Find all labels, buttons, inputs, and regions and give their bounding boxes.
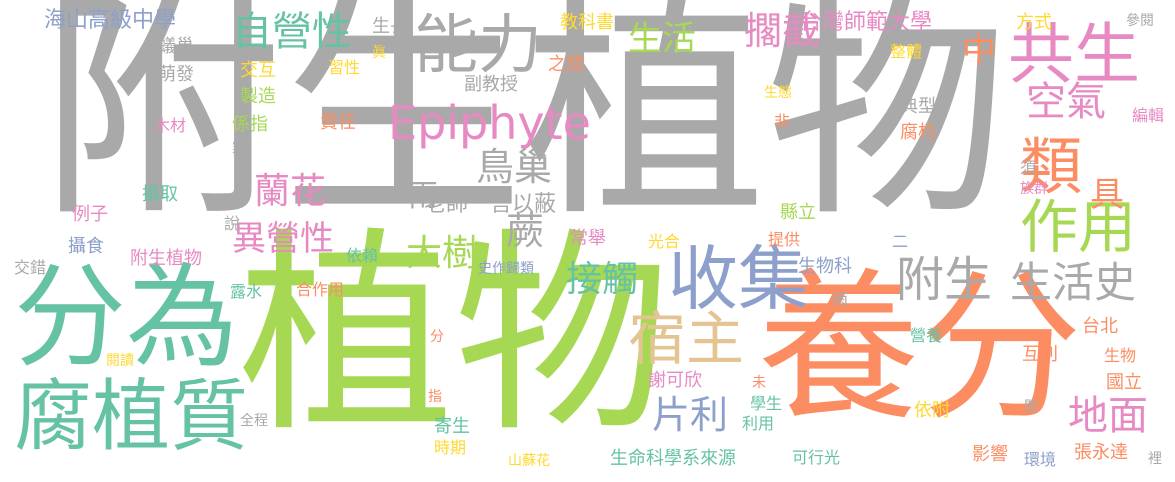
word-big-tree: 大樹	[406, 233, 479, 274]
word-habit: 習性	[328, 58, 361, 77]
word-whole-process: 全程	[240, 413, 268, 429]
word-part: 分	[430, 329, 444, 345]
word-rain: 雨	[832, 290, 849, 309]
word-point: 指	[428, 389, 442, 405]
word-growth: 生長	[372, 16, 408, 37]
word-national: 國立	[1106, 372, 1142, 393]
word-environment: 環境	[1024, 450, 1057, 469]
word-feasible-light: 可行光	[792, 448, 841, 467]
word-biology-dept: 生物科	[798, 256, 852, 277]
word-student: 學生	[750, 394, 783, 413]
word-haishan-high-school: 海山高級中學	[44, 8, 177, 33]
word-nutrition: 營養	[910, 326, 943, 345]
word-refer: 參閱	[1126, 13, 1154, 29]
word-population: 族群	[1020, 181, 1048, 197]
word-epiphyte-en: Epiphyte	[388, 96, 591, 150]
word-humus: 腐植質	[14, 372, 249, 462]
word-decay: 腐朽	[900, 122, 936, 143]
word-assoc-professor: 副教授	[464, 74, 518, 95]
word-contact: 接觸	[566, 259, 639, 300]
word-refers-to: 係指	[232, 114, 268, 135]
word-often-cite: 常舉	[570, 228, 606, 249]
word-between: 之間	[548, 54, 584, 75]
word-whole: 整體	[890, 42, 923, 61]
word-birds-nest: 鳥巢	[476, 145, 553, 189]
word-say: 說	[224, 214, 241, 233]
word-heterotrophic: 異營性	[232, 219, 334, 259]
word-ntnu: 台灣師範大學	[800, 10, 933, 35]
word-taipei: 台北	[1082, 316, 1118, 337]
word-provide: 提供	[768, 230, 801, 249]
word-absorb: 攝取	[142, 184, 178, 205]
word-name-xie: 謝可欣	[648, 370, 702, 391]
word-birds-nest-fern: 山蘇花	[508, 453, 550, 469]
word-effect: 作用	[1020, 193, 1137, 261]
word-organism: 生物	[1104, 346, 1137, 365]
word-ant-nest: 蟻巢	[158, 36, 194, 57]
word-two: 兩	[408, 179, 438, 214]
word-attach: 依附	[914, 400, 950, 421]
word-living: 生活	[628, 19, 696, 59]
word-inside: 裡	[1148, 451, 1162, 467]
word-photo: 光合	[648, 232, 681, 251]
word-divided-into: 分為	[14, 253, 238, 383]
word-responsibility: 責任	[320, 112, 356, 133]
word-air: 空氣	[1026, 79, 1106, 125]
word-classify: 史作歸類	[478, 261, 534, 277]
word-photosynthesis: 合作用	[296, 280, 345, 299]
word-epiphytic-plant: 附生植物	[40, 0, 1009, 250]
word-utilize: 利用	[742, 414, 775, 433]
word-parasitism: 寄生	[434, 416, 470, 437]
word-dew: 露水	[230, 282, 263, 301]
word-depend: 依賴	[346, 246, 379, 265]
word-plant: 植物	[238, 210, 671, 461]
word-host: 宿主	[628, 305, 745, 373]
word-orchid: 蘭花	[254, 171, 327, 212]
word-wood: 木材	[154, 116, 187, 135]
word-epiphytic-plant-small: 附生植物	[130, 248, 202, 269]
word-manufacture: 製造	[240, 86, 276, 107]
word-life-history: 生活史	[1010, 258, 1137, 307]
word-influence: 影響	[972, 444, 1008, 465]
word-type: 類	[1020, 130, 1083, 203]
word-method: 方式	[1016, 12, 1052, 33]
word-county: 縣立	[780, 202, 816, 223]
word-period: 時期	[434, 438, 467, 457]
word-life-science-source: 生命科學系來源	[610, 448, 736, 469]
word-germinate: 萌發	[158, 64, 194, 85]
word-typical: 典型	[900, 96, 936, 117]
word-symbiosis: 共生	[1008, 16, 1140, 93]
word-interval: 間	[1024, 399, 1038, 415]
word-example: 例子	[72, 204, 108, 225]
word-teacher-summary: 老師一言以蔽	[424, 192, 557, 217]
word-name-zhang: 張永達	[1074, 442, 1128, 463]
word-interlace: 交錯	[14, 258, 47, 277]
word-must: 須	[1020, 158, 1037, 177]
word-mutualism: 互利	[1022, 344, 1058, 365]
word-fern: 蕨	[506, 209, 545, 253]
word-read: 閱讀	[106, 353, 134, 369]
word-ground: 地面	[1068, 393, 1148, 439]
word-commensal: 片利	[652, 393, 729, 437]
word-ability: 能力	[414, 9, 542, 83]
word-ecology: 生態	[764, 85, 792, 101]
word-nutrients: 養分	[758, 255, 1082, 443]
word-ingest: 攝食	[68, 236, 104, 257]
word-textbook: 教科書	[560, 12, 614, 33]
word-autotrophic: 自營性	[232, 9, 352, 55]
word-not-yet: 未	[752, 375, 766, 391]
word-true: 眞	[372, 45, 386, 61]
word-interaction: 交互	[240, 60, 276, 81]
word-in: 中	[962, 31, 996, 71]
word-editor: 編輯	[1132, 106, 1165, 125]
word-epiphyte: 附生	[896, 252, 993, 308]
word-intercept: 擱截	[744, 9, 821, 53]
word-have: 具	[1090, 175, 1124, 215]
word-collect: 收集	[668, 238, 808, 320]
word-fog: 霧	[232, 138, 249, 157]
word-not: 非	[774, 112, 791, 131]
word-two-alt: 二	[892, 232, 909, 251]
